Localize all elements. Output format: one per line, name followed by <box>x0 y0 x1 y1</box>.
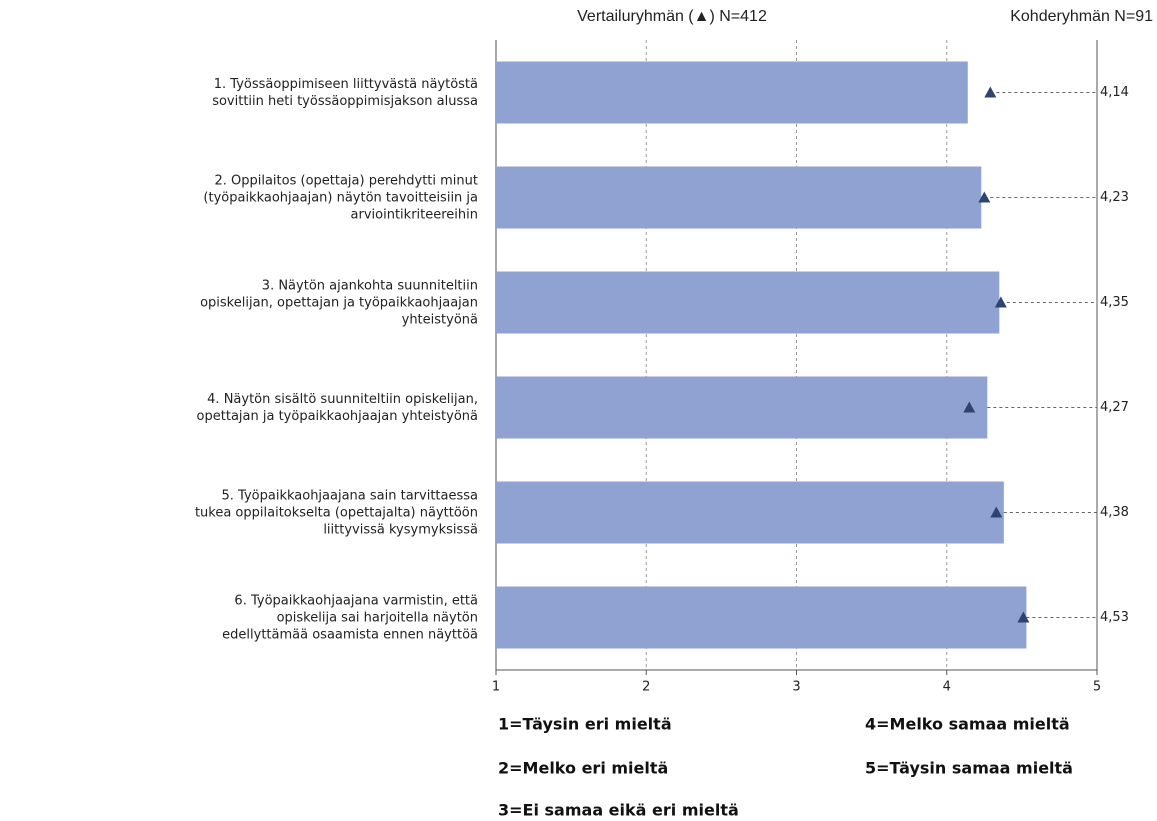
x-tick-label: 5 <box>1093 680 1101 695</box>
category-label-line: 1. Työssäoppimiseen liittyvästä näytöstä <box>214 77 478 92</box>
category-label: 2. Oppilaitos (opettaja) perehdytti minu… <box>203 173 478 222</box>
category-label-line: liittyvissä kysymyksissä <box>323 522 478 537</box>
scale-key: 2=Melko eri mieltä <box>498 759 668 778</box>
bar <box>496 166 982 229</box>
category-label-line: arviointikriteereihin <box>351 207 478 222</box>
category-label-line: opiskelija sai harjoitella näytön <box>277 610 478 625</box>
category-label-line: edellyttämää osaamista ennen näyttöä <box>222 627 478 642</box>
value-label: 4,38 <box>1100 505 1129 520</box>
x-tick-label: 2 <box>642 680 650 695</box>
comparison-marker <box>994 296 1007 308</box>
comparison-marker <box>978 191 991 203</box>
category-label: 5. Työpaikkaohjaajana sain tarvittaessa t… <box>195 488 478 537</box>
category-label-line: 3. Näytön ajankohta suunniteltiin <box>262 278 478 293</box>
comparison-marker <box>1017 611 1030 623</box>
category-label-line: (työpaikkaohjaajan) näytön tavoitteisiin… <box>203 190 478 205</box>
category-label: 4. Näytön sisältö suunniteltiin opiskeli… <box>197 392 478 424</box>
category-label-line: tukea oppilaitokselta (opettajalta) näyt… <box>195 505 478 520</box>
category-label: 3. Näytön ajankohta suunniteltiin opiskel… <box>200 278 478 327</box>
x-tick-label: 1 <box>492 680 500 695</box>
category-label: 1. Työssäoppimiseen liittyvästä näytöstä… <box>212 77 478 109</box>
comparison-marker <box>963 401 976 413</box>
target-header: Kohderyhmän N=91 <box>1010 8 1153 25</box>
value-label: 4,27 <box>1100 400 1129 415</box>
bar <box>496 481 1004 544</box>
comparison-header: Vertailuryhmän (▲) N=412 <box>577 8 767 25</box>
scale-key: 4=Melko samaa mieltä <box>865 715 1070 734</box>
x-tick-label: 4 <box>943 680 951 695</box>
comparison-marker <box>984 86 997 98</box>
scale-key: 1=Täysin eri mieltä <box>498 715 672 734</box>
bar <box>496 586 1027 649</box>
category-label-line: 6. Työpaikkaohjaajana varmistin, että <box>234 593 478 608</box>
category-label-line: sovittiin heti työssäoppimisjakson aluss… <box>212 94 478 109</box>
category-label-line: opettajan ja työpaikkaohjaajan yhteistyö… <box>197 409 478 424</box>
x-tick-label: 3 <box>792 680 800 695</box>
bar <box>496 61 968 124</box>
value-label: 4,23 <box>1100 190 1129 205</box>
category-label-line: 2. Oppilaitos (opettaja) perehdytti minu… <box>214 173 478 188</box>
category-label-line: 4. Näytön sisältö suunniteltiin opiskeli… <box>207 392 478 407</box>
category-label: 6. Työpaikkaohjaajana varmistin, että opi… <box>222 593 478 642</box>
bar <box>496 376 988 439</box>
value-label: 4,14 <box>1100 85 1129 100</box>
category-label-line: 5. Työpaikkaohjaajana sain tarvittaessa <box>222 488 478 503</box>
scale-key: 3=Ei samaa eikä eri mieltä <box>498 801 739 820</box>
value-label: 4,53 <box>1100 610 1129 625</box>
bar <box>496 271 1000 334</box>
value-label: 4,35 <box>1100 295 1129 310</box>
scale-key: 5=Täysin samaa mieltä <box>865 759 1073 778</box>
comparison-marker <box>990 506 1003 518</box>
category-label-line: opiskelijan, opettajan ja työpaikkaohjaa… <box>200 295 478 310</box>
category-label-line: yhteistyönä <box>402 312 478 327</box>
